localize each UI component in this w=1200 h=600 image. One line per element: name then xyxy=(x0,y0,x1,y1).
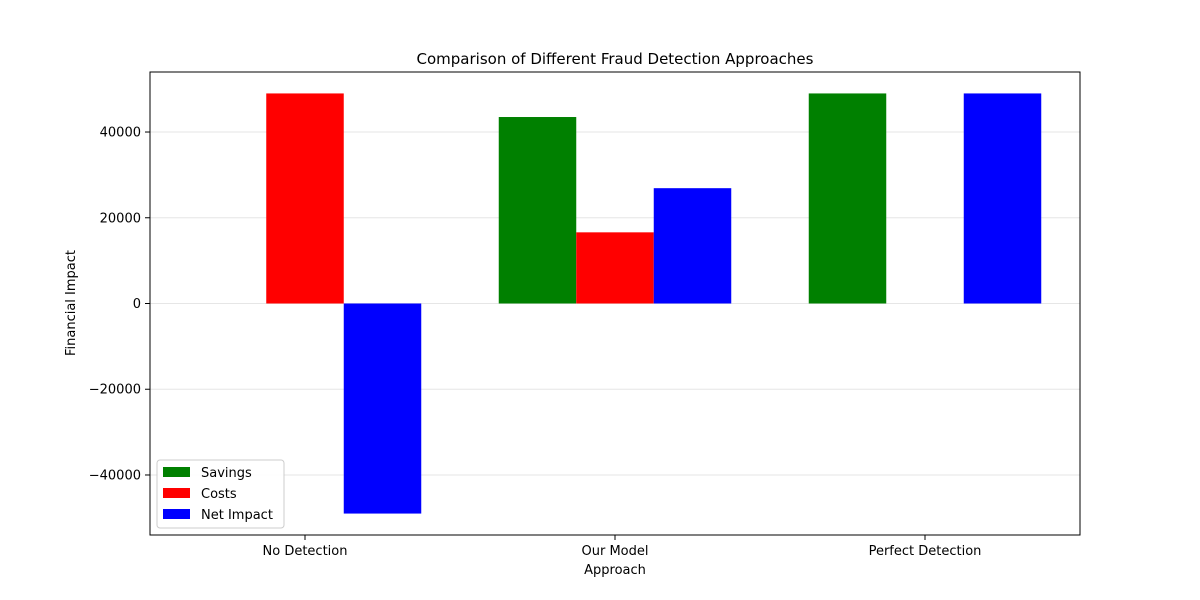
x-tick-label: No Detection xyxy=(263,544,348,559)
x-axis-label: Approach xyxy=(584,563,646,578)
x-axis-ticks: No Detection Our Model Perfect Detection xyxy=(263,535,982,559)
y-tick-label: −20000 xyxy=(89,383,141,398)
y-tick-label: 40000 xyxy=(100,126,141,141)
y-tick-label: 20000 xyxy=(100,211,141,226)
bar-costs xyxy=(266,93,344,304)
bar-costs xyxy=(576,232,654,304)
legend-label: Net Impact xyxy=(201,508,273,523)
x-tick-label: Perfect Detection xyxy=(869,544,982,559)
chart-title: Comparison of Different Fraud Detection … xyxy=(417,50,814,68)
bar-savings xyxy=(498,117,577,304)
legend-swatch-costs xyxy=(163,488,190,498)
bar-net-impact xyxy=(963,93,1042,304)
x-tick-label: Our Model xyxy=(582,544,649,559)
bar-net-impact xyxy=(653,188,732,304)
bars xyxy=(266,93,1042,514)
bar-net-impact xyxy=(343,303,422,514)
legend-label: Savings xyxy=(201,466,252,481)
y-axis-label: Financial Impact xyxy=(64,250,79,356)
y-tick-label: 0 xyxy=(133,297,141,312)
bar-savings xyxy=(808,93,887,304)
legend: Savings Costs Net Impact xyxy=(156,459,285,529)
legend-swatch-savings xyxy=(163,467,190,477)
y-axis-ticks: −40000 −20000 0 20000 40000 xyxy=(89,126,150,483)
legend-label: Costs xyxy=(201,487,237,502)
y-tick-label: −40000 xyxy=(89,468,141,483)
legend-swatch-net-impact xyxy=(163,509,190,519)
